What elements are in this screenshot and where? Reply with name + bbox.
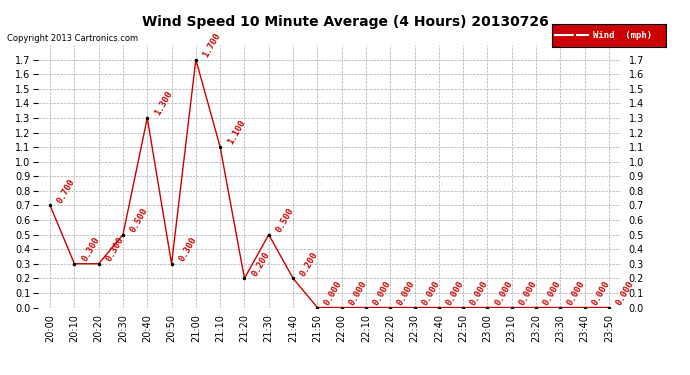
Text: 0.000: 0.000 <box>396 279 417 307</box>
Text: Copyright 2013 Cartronics.com: Copyright 2013 Cartronics.com <box>7 34 138 43</box>
Text: 0.000: 0.000 <box>323 279 344 307</box>
Text: 1.100: 1.100 <box>226 118 247 146</box>
Text: 0.000: 0.000 <box>347 279 368 307</box>
Text: 0.000: 0.000 <box>518 279 538 307</box>
Text: 0.700: 0.700 <box>56 177 77 205</box>
Text: 0.000: 0.000 <box>469 279 490 307</box>
Text: 0.300: 0.300 <box>80 235 101 263</box>
Text: 0.000: 0.000 <box>444 279 466 307</box>
Text: Wind Speed 10 Minute Average (4 Hours) 20130726: Wind Speed 10 Minute Average (4 Hours) 2… <box>141 15 549 29</box>
Text: 0.000: 0.000 <box>590 279 611 307</box>
Text: 1.700: 1.700 <box>201 31 223 59</box>
Text: 0.200: 0.200 <box>250 250 271 278</box>
Text: 0.000: 0.000 <box>566 279 587 307</box>
Text: 0.300: 0.300 <box>177 235 198 263</box>
Text: Wind  (mph): Wind (mph) <box>593 31 652 40</box>
Text: 0.000: 0.000 <box>614 279 635 307</box>
Text: 0.200: 0.200 <box>299 250 320 278</box>
Text: 0.000: 0.000 <box>542 279 563 307</box>
Text: 0.000: 0.000 <box>420 279 442 307</box>
Text: 0.000: 0.000 <box>371 279 393 307</box>
Text: 0.000: 0.000 <box>493 279 514 307</box>
Text: 0.500: 0.500 <box>128 206 150 234</box>
Text: 0.300: 0.300 <box>104 235 126 263</box>
Text: 1.300: 1.300 <box>152 89 174 117</box>
Text: 0.500: 0.500 <box>275 206 295 234</box>
